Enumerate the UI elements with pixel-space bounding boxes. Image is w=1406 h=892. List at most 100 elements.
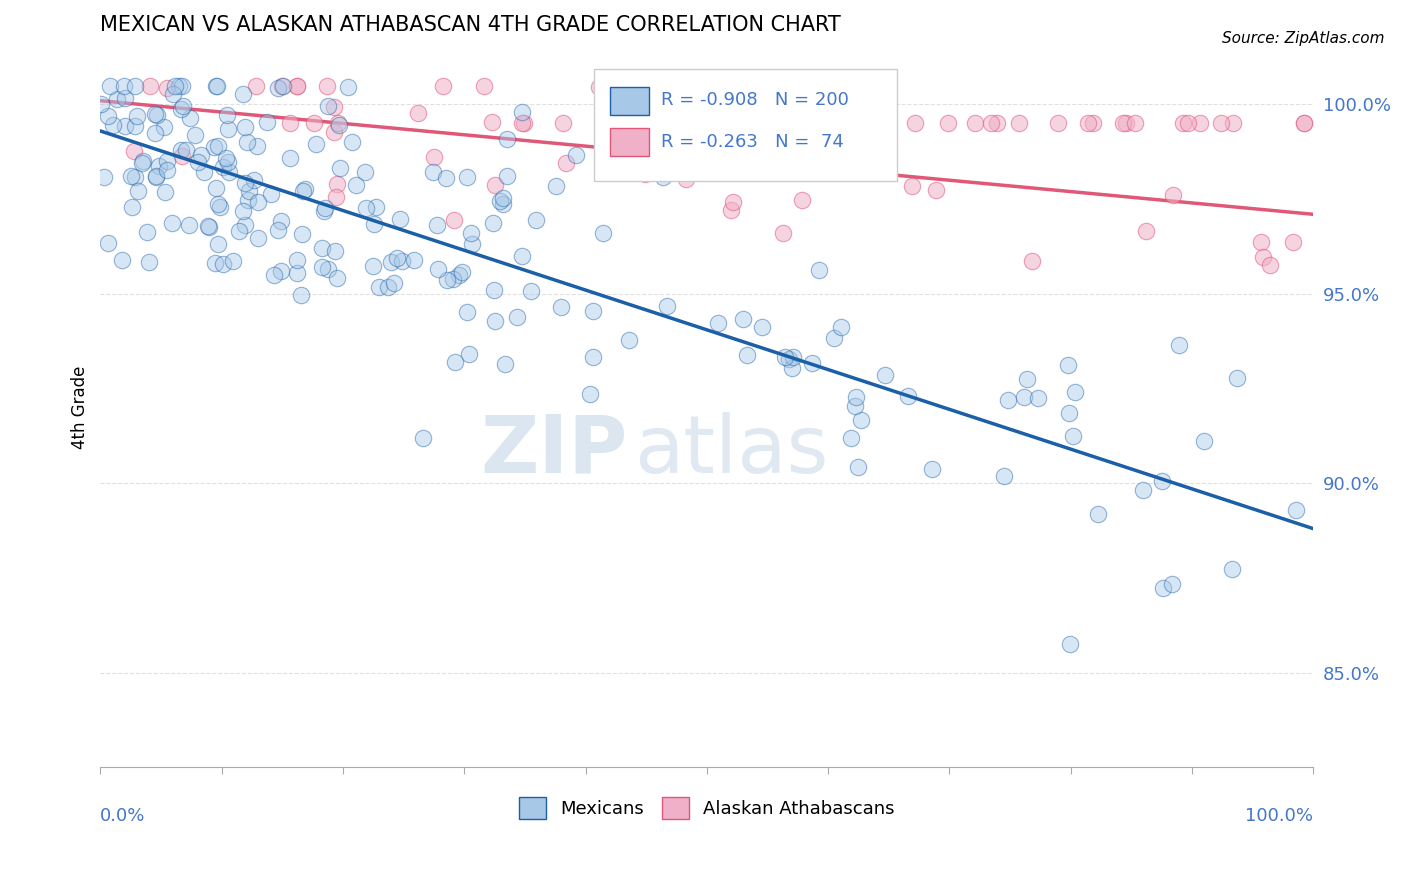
Point [215, 151, 238, 165]
Point [436, 273, 458, 287]
Point [441, 272, 464, 286]
Point [1012, 390, 1035, 404]
Point [380, 255, 402, 269]
Point [1220, 562, 1243, 576]
Point [160, 216, 183, 230]
Point [482, 216, 505, 230]
Point [105, 92, 128, 106]
Point [633, 161, 655, 176]
Point [474, 78, 496, 93]
Point [1177, 116, 1199, 130]
Point [145, 170, 167, 185]
Point [344, 178, 367, 192]
Point [236, 135, 259, 149]
Point [963, 116, 986, 130]
Point [460, 226, 482, 240]
Point [830, 320, 852, 334]
Point [184, 128, 207, 142]
Point [844, 399, 866, 413]
Point [124, 78, 146, 93]
Point [314, 201, 336, 215]
Point [772, 226, 794, 240]
Point [651, 169, 673, 184]
Point [136, 225, 159, 239]
Point [751, 320, 773, 334]
Point [363, 217, 385, 231]
Point [551, 116, 574, 130]
Point [735, 348, 758, 362]
Point [993, 469, 1015, 483]
Point [484, 178, 506, 192]
Point [846, 459, 869, 474]
Point [127, 184, 149, 198]
Point [377, 279, 399, 293]
Point [1284, 503, 1306, 517]
Point [1112, 116, 1135, 130]
Point [354, 164, 377, 178]
Point [921, 462, 943, 476]
Point [155, 185, 177, 199]
Point [121, 201, 143, 215]
Point [936, 116, 959, 130]
Point [318, 261, 340, 276]
Point [404, 252, 426, 267]
Point [581, 350, 603, 364]
Point [278, 116, 301, 130]
Point [555, 156, 578, 170]
Text: 100.0%: 100.0% [1246, 807, 1313, 825]
Point [197, 219, 219, 233]
Point [492, 197, 515, 211]
Point [598, 106, 620, 120]
Point [422, 165, 444, 179]
Point [256, 114, 278, 128]
Point [329, 161, 352, 176]
Point [1226, 371, 1249, 385]
Point [305, 137, 328, 152]
Point [294, 182, 316, 196]
Point [1057, 406, 1080, 420]
Point [162, 87, 184, 102]
Point [270, 214, 292, 228]
Point [138, 255, 160, 269]
Point [385, 251, 408, 265]
Point [841, 431, 863, 445]
Point [626, 78, 648, 93]
Point [444, 355, 467, 369]
Point [172, 78, 194, 93]
Point [550, 300, 572, 314]
Point [207, 236, 229, 251]
Point [156, 80, 179, 95]
Point [246, 231, 269, 245]
Point [382, 276, 405, 290]
Point [312, 204, 335, 219]
Point [617, 116, 640, 130]
Point [124, 119, 146, 133]
Point [328, 118, 350, 132]
Point [495, 132, 517, 146]
Point [423, 150, 446, 164]
Point [236, 193, 259, 207]
Point [131, 155, 153, 169]
Point [1171, 116, 1194, 130]
Point [204, 256, 226, 270]
Point [731, 312, 754, 326]
Point [285, 78, 308, 93]
Point [510, 105, 533, 120]
Text: ZIP: ZIP [481, 411, 628, 490]
Point [1057, 358, 1080, 372]
Point [980, 116, 1002, 130]
Point [218, 165, 240, 179]
Point [849, 412, 872, 426]
Point [125, 109, 148, 123]
Point [873, 368, 896, 382]
Point [461, 237, 484, 252]
Point [291, 227, 314, 241]
Point [233, 218, 256, 232]
Point [167, 78, 190, 93]
Point [813, 116, 835, 130]
Point [145, 169, 167, 184]
Point [325, 189, 347, 203]
Point [426, 261, 449, 276]
Point [179, 111, 201, 125]
Point [489, 194, 512, 208]
